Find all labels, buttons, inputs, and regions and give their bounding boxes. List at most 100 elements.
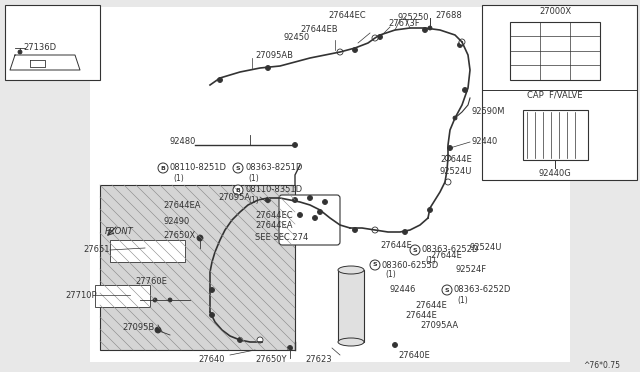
Text: 27136D: 27136D — [23, 44, 56, 52]
Text: 27650X: 27650X — [163, 231, 195, 240]
Circle shape — [307, 196, 312, 201]
Circle shape — [378, 35, 383, 39]
Circle shape — [442, 285, 452, 295]
Bar — [523, 110, 588, 160]
Text: 27644EC: 27644EC — [328, 10, 365, 19]
Circle shape — [287, 346, 292, 350]
Text: 92440: 92440 — [472, 138, 499, 147]
Text: 925250: 925250 — [398, 13, 429, 22]
Bar — [90, 7, 570, 362]
Text: 08363-6252D: 08363-6252D — [422, 246, 479, 254]
Circle shape — [237, 337, 243, 343]
Circle shape — [372, 35, 378, 41]
Circle shape — [459, 39, 465, 45]
Bar — [95, 285, 150, 307]
Circle shape — [266, 65, 271, 71]
Bar — [510, 22, 600, 80]
Circle shape — [353, 48, 358, 52]
Text: S: S — [445, 288, 449, 292]
Text: (1): (1) — [457, 295, 468, 305]
Text: 27644E: 27644E — [440, 155, 472, 164]
Text: 27644EC: 27644EC — [255, 211, 292, 219]
Text: 27710P: 27710P — [65, 291, 97, 299]
Text: 08110-8351D: 08110-8351D — [245, 186, 302, 195]
Circle shape — [155, 327, 161, 333]
Circle shape — [218, 77, 223, 83]
Circle shape — [463, 87, 467, 93]
Text: 27095A: 27095A — [218, 192, 250, 202]
Text: 27623: 27623 — [305, 356, 332, 365]
Circle shape — [233, 185, 243, 195]
Text: 08360-6255D: 08360-6255D — [382, 260, 439, 269]
Circle shape — [353, 228, 358, 232]
Ellipse shape — [338, 338, 364, 346]
Text: CAP  F/VALVE: CAP F/VALVE — [527, 90, 583, 99]
Text: 92450: 92450 — [284, 32, 310, 42]
Text: 92524U: 92524U — [470, 244, 502, 253]
Text: 27673F: 27673F — [388, 19, 420, 29]
Circle shape — [197, 235, 203, 241]
Circle shape — [292, 142, 298, 148]
Circle shape — [168, 298, 172, 302]
Circle shape — [370, 260, 380, 270]
Text: 27644EA: 27644EA — [255, 221, 292, 230]
Text: FRONT: FRONT — [105, 228, 134, 237]
Text: S: S — [413, 247, 417, 253]
Circle shape — [153, 298, 157, 302]
Circle shape — [428, 208, 433, 212]
Bar — [100, 185, 295, 350]
Ellipse shape — [338, 266, 364, 274]
Text: 27644EB: 27644EB — [300, 26, 338, 35]
Circle shape — [158, 163, 168, 173]
Text: 92440G: 92440G — [539, 169, 572, 177]
Text: 27095B: 27095B — [122, 323, 154, 331]
Circle shape — [233, 163, 243, 173]
Text: 92524U: 92524U — [440, 167, 472, 176]
Text: (1): (1) — [248, 196, 259, 205]
Text: 92480: 92480 — [170, 137, 196, 145]
Circle shape — [266, 198, 271, 202]
Text: ^76*0.75: ^76*0.75 — [583, 360, 620, 369]
Text: 27095AB: 27095AB — [255, 51, 293, 60]
Text: 27688: 27688 — [435, 10, 461, 19]
Text: 08363-8251D: 08363-8251D — [245, 164, 302, 173]
Text: 27644E: 27644E — [380, 241, 412, 250]
Text: 27640E: 27640E — [398, 350, 429, 359]
Text: 27650Y: 27650Y — [255, 356, 287, 365]
Text: B: B — [161, 166, 165, 170]
Circle shape — [458, 42, 463, 48]
Circle shape — [392, 343, 397, 347]
Text: 27644E: 27644E — [415, 301, 447, 310]
Circle shape — [372, 227, 378, 233]
Text: 27640: 27640 — [198, 356, 225, 365]
Text: (1): (1) — [173, 173, 184, 183]
Bar — [338, 270, 364, 342]
Bar — [110, 240, 185, 262]
Text: 27644E: 27644E — [405, 311, 436, 320]
Text: 27760E: 27760E — [135, 278, 167, 286]
Text: 08110-8251D: 08110-8251D — [170, 164, 227, 173]
Text: 92524F: 92524F — [455, 266, 486, 275]
Circle shape — [422, 28, 428, 32]
Text: 27000X: 27000X — [539, 7, 571, 16]
Text: (1): (1) — [385, 270, 396, 279]
Text: 92590M: 92590M — [472, 108, 506, 116]
Circle shape — [209, 312, 214, 317]
Circle shape — [445, 155, 451, 161]
Text: B: B — [236, 187, 241, 192]
FancyBboxPatch shape — [279, 195, 340, 245]
Circle shape — [292, 198, 298, 202]
Text: 27644EA: 27644EA — [163, 201, 200, 209]
Text: 08363-6252D: 08363-6252D — [454, 285, 511, 295]
Circle shape — [312, 215, 317, 221]
Text: 27644E: 27644E — [430, 250, 461, 260]
Text: S: S — [236, 166, 240, 170]
Text: (1): (1) — [425, 256, 436, 264]
Circle shape — [18, 50, 22, 54]
Bar — [5, 5, 100, 80]
Circle shape — [447, 145, 452, 151]
Circle shape — [410, 245, 420, 255]
Text: 27095AA: 27095AA — [420, 321, 458, 330]
Circle shape — [445, 179, 451, 185]
Circle shape — [337, 49, 343, 55]
